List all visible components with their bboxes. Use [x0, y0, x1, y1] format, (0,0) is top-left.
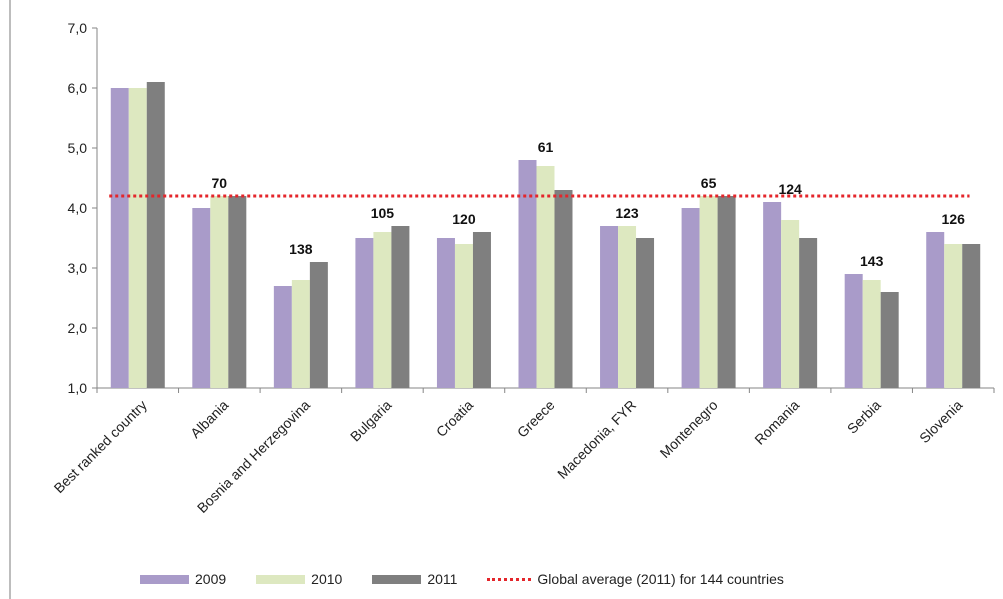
legend-item-2010: 2010 [256, 571, 342, 587]
bar-greece-2009 [518, 160, 537, 388]
bar-albania-2011 [228, 196, 247, 388]
data-label-montenegro: 65 [701, 175, 717, 191]
bar-greece-2010 [536, 166, 555, 388]
legend-label-2009: 2009 [195, 571, 227, 587]
y-tick-label: 7,0 [68, 20, 88, 36]
bar-bosnia-and-herzegovina-2009 [273, 286, 292, 388]
x-tick-label-bulgaria: Bulgaria [347, 397, 395, 445]
data-label-serbia: 143 [860, 253, 884, 269]
y-tick-label: 2,0 [68, 320, 88, 336]
left-border-rule [9, 0, 11, 599]
bar-montenegro-2009 [681, 208, 700, 388]
bar-best-ranked-country-2011 [146, 82, 165, 388]
data-label-bosnia-and-herzegovina: 138 [289, 241, 313, 257]
x-tick-label-slovenia: Slovenia [916, 397, 965, 446]
bar-bulgaria-2009 [355, 238, 374, 388]
x-tick-label-croatia: Croatia [433, 397, 476, 440]
legend: 2009 2010 2011 Global average (2011) for… [140, 569, 814, 589]
bar-bosnia-and-herzegovina-2011 [309, 262, 328, 388]
bar-montenegro-2011 [717, 196, 736, 388]
bar-macedonia-fyr-2009 [600, 226, 619, 388]
bar-slovenia-2010 [944, 244, 963, 388]
data-label-croatia: 120 [452, 211, 476, 227]
bar-croatia-2009 [436, 238, 455, 388]
legend-label-2010: 2010 [311, 571, 343, 587]
legend-item-global-average: Global average (2011) for 144 countries [487, 571, 784, 587]
bar-slovenia-2009 [926, 232, 945, 388]
y-tick-label: 6,0 [68, 80, 88, 96]
legend-item-2011: 2011 [372, 571, 457, 587]
x-tick-label-montenegro: Montenegro [657, 397, 721, 461]
bar-croatia-2011 [472, 232, 491, 388]
bar-bulgaria-2010 [373, 232, 392, 388]
bar-serbia-2010 [862, 280, 881, 388]
legend-dotted-line [487, 577, 532, 581]
y-tick-label: 4,0 [68, 200, 88, 216]
bar-bosnia-and-herzegovina-2010 [291, 280, 310, 388]
data-label-bulgaria: 105 [371, 205, 395, 221]
bar-croatia-2010 [454, 244, 473, 388]
y-tick-label: 3,0 [68, 260, 88, 276]
bar-slovenia-2011 [962, 244, 981, 388]
data-label-albania: 70 [212, 175, 228, 191]
bar-best-ranked-country-2010 [128, 88, 147, 388]
legend-label-global-average: Global average (2011) for 144 countries [537, 571, 784, 587]
legend-swatch-2010 [256, 574, 306, 584]
data-label-macedonia-fyr: 123 [615, 205, 639, 221]
x-tick-label-serbia: Serbia [844, 397, 884, 437]
y-tick-label: 1,0 [68, 380, 88, 396]
data-label-greece: 61 [538, 139, 554, 155]
bar-serbia-2011 [880, 292, 899, 388]
x-tick-label-macedonia-fyr: Macedonia, FYR [554, 397, 639, 482]
bar-bulgaria-2011 [391, 226, 410, 388]
bar-greece-2011 [554, 190, 573, 388]
bar-albania-2010 [210, 196, 229, 388]
x-tick-label-romania: Romania [751, 397, 802, 448]
plot-area: 1,0 2,0 3,0 4,0 5,0 6,0 7,0 70 138 105 120 61 123 65 1… [51, 20, 995, 516]
bar-romania-2010 [781, 220, 800, 388]
bar-best-ranked-country-2009 [110, 88, 129, 388]
bar-macedonia-fyr-2011 [636, 238, 655, 388]
data-label-slovenia: 126 [942, 211, 966, 227]
y-tick-label: 5,0 [68, 140, 88, 156]
x-tick-label-best-ranked-country: Best ranked country [51, 397, 150, 496]
x-tick-label-albania: Albania [187, 397, 231, 441]
bar-romania-2011 [799, 238, 818, 388]
legend-item-2009: 2009 [140, 571, 226, 587]
legend-swatch-2009 [140, 574, 189, 584]
data-label-romania: 124 [778, 181, 802, 197]
bar-macedonia-fyr-2010 [618, 226, 637, 388]
bar-serbia-2009 [844, 274, 863, 388]
legend-swatch-2011 [372, 574, 422, 584]
bar-montenegro-2010 [699, 196, 718, 388]
legend-label-2011: 2011 [427, 571, 458, 587]
bar-albania-2009 [192, 208, 211, 388]
x-tick-label-greece: Greece [514, 397, 558, 441]
bar-romania-2009 [763, 202, 782, 388]
